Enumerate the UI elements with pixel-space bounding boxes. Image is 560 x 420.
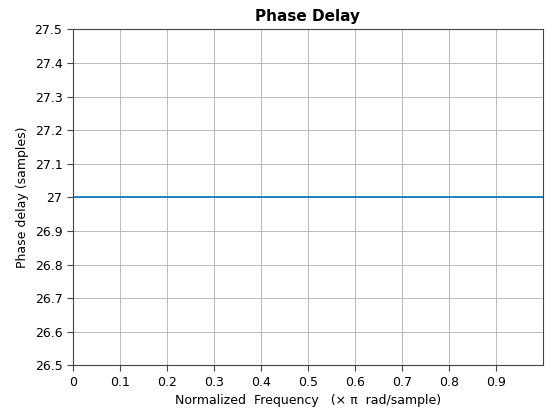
X-axis label: Normalized  Frequency   (× π  rad/sample): Normalized Frequency (× π rad/sample) <box>175 394 441 407</box>
Title: Phase Delay: Phase Delay <box>255 9 361 24</box>
Y-axis label: Phase delay (samples): Phase delay (samples) <box>16 127 29 268</box>
